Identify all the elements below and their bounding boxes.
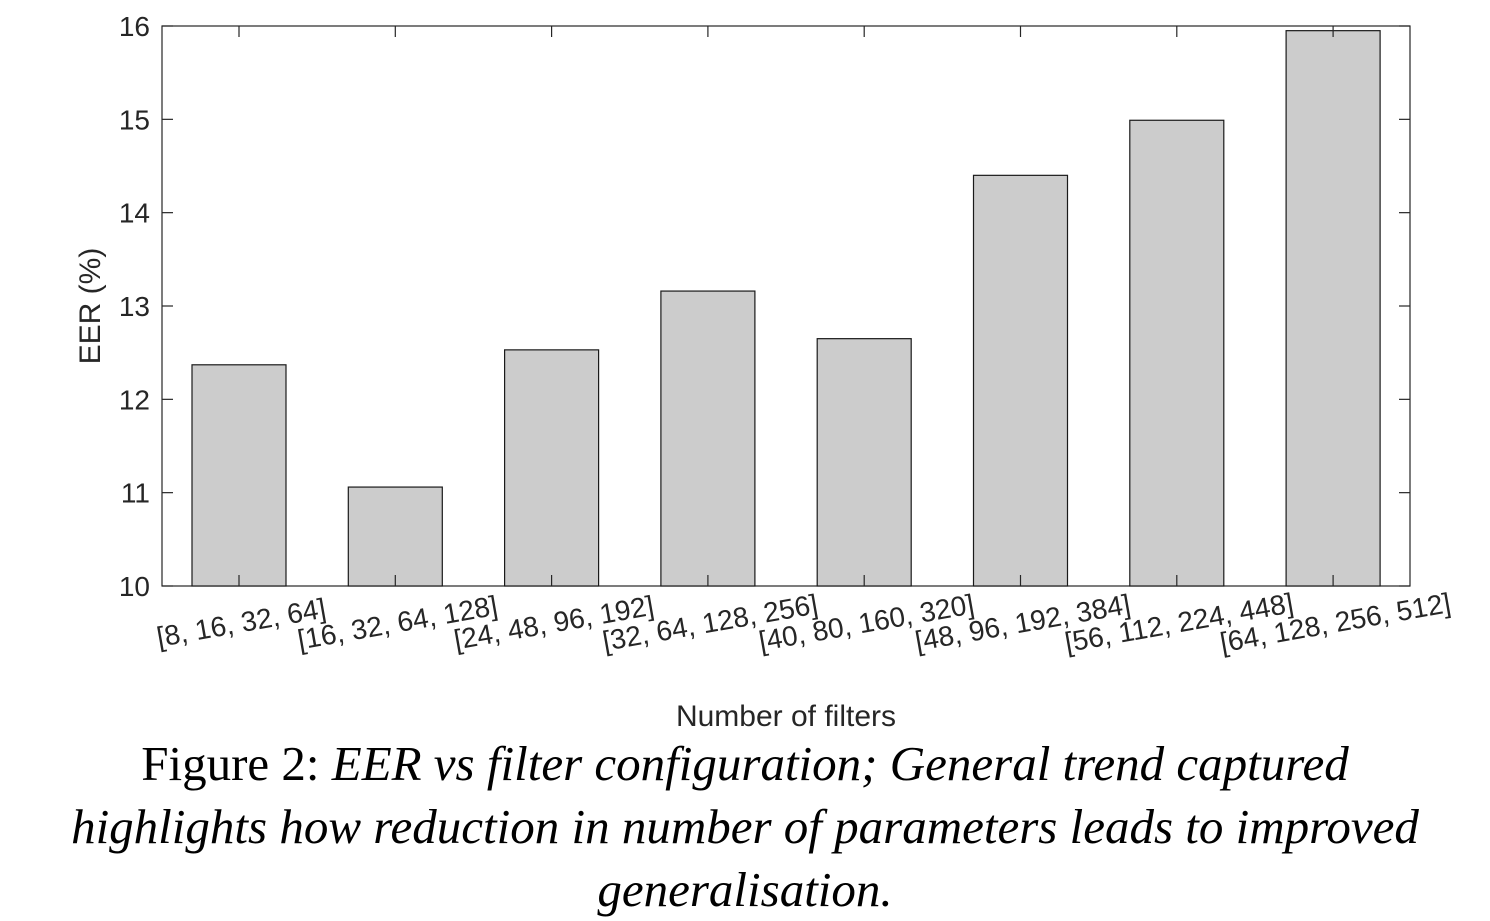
bar [191,364,287,587]
bar [347,486,443,587]
y-axis-title: EER (%) [74,248,107,365]
bar [1285,30,1381,587]
y-tick-label: 10 [119,571,150,602]
caption-label: Figure 2: [141,736,332,791]
bars-group [191,30,1381,587]
y-axis-ticks: 10 11 12 13 14 15 16 [119,11,1410,602]
y-tick-label: 14 [119,198,150,229]
figure-caption: Figure 2: EER vs filter configuration; G… [40,732,1450,921]
bar [660,290,756,587]
y-tick-label: 11 [121,478,150,509]
x-axis-title: Number of filters [676,700,896,733]
y-tick-label: 15 [119,104,150,135]
bar [504,349,600,587]
bar [972,174,1069,587]
y-tick-label: 12 [119,384,150,415]
y-tick-label: 16 [119,11,150,42]
bar [816,338,912,587]
y-tick-label: 13 [119,291,150,322]
caption-text: EER vs filter configuration; General tre… [71,736,1419,917]
bar [1129,119,1225,587]
